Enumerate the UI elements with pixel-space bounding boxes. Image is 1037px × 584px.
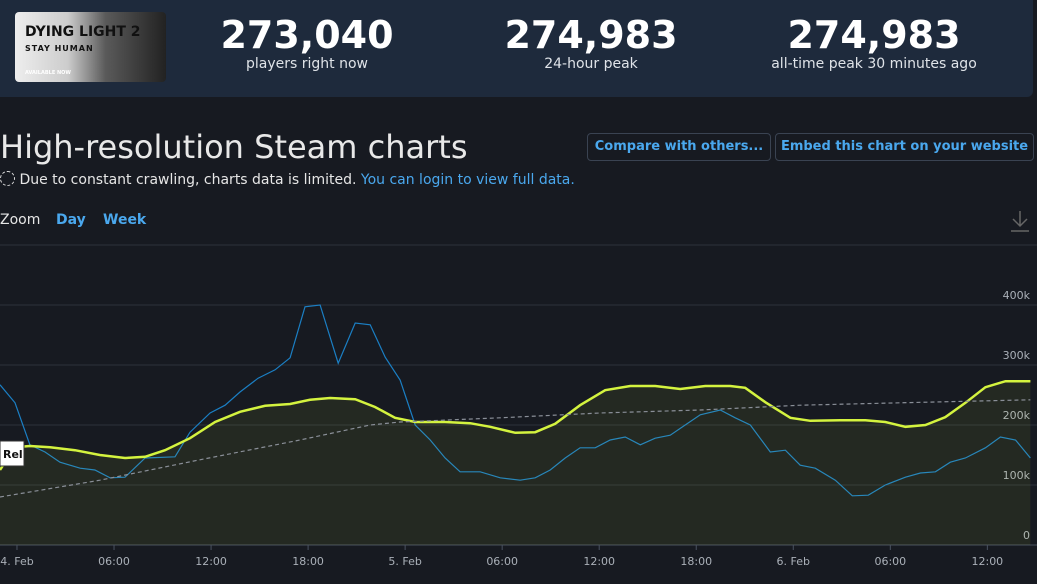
x-tick-label: 06:00 bbox=[98, 555, 130, 568]
stat-value: 274,983 bbox=[787, 13, 961, 57]
x-tick-label: 12:00 bbox=[971, 555, 1003, 568]
stat-label: all-time peak 30 minutes ago bbox=[771, 56, 977, 72]
header: DYING LIGHT 2 STAY HUMAN AVAILABLE NOW 2… bbox=[0, 0, 1033, 97]
stat: 274,983 all-time peak 30 minutes ago bbox=[744, 14, 1004, 72]
y-tick-label: 200k bbox=[1003, 409, 1031, 422]
stat: 274,983 24-hour peak bbox=[461, 14, 721, 72]
series-line bbox=[0, 379, 1031, 471]
login-link[interactable]: You can login to view full data. bbox=[360, 172, 575, 188]
y-tick-label: 100k bbox=[1003, 469, 1031, 482]
logo-text: AVAILABLE NOW bbox=[25, 70, 71, 76]
compare-button[interactable]: Compare with others... bbox=[587, 133, 771, 161]
zoom-option[interactable]: Day bbox=[56, 212, 86, 228]
x-tick-label: 18:00 bbox=[292, 555, 324, 568]
logo-text: STAY HUMAN bbox=[25, 44, 94, 53]
embed-button[interactable]: Embed this chart on your website bbox=[775, 133, 1034, 161]
x-tick-label: 4. Feb bbox=[0, 555, 33, 568]
x-tick-label: 12:00 bbox=[195, 555, 227, 568]
notice-text: Due to constant crawling, charts data is… bbox=[19, 172, 357, 188]
stat: 273,040 players right now bbox=[177, 14, 437, 72]
series-line bbox=[0, 304, 1031, 497]
x-tick-label: 6. Feb bbox=[777, 555, 810, 568]
x-tick-label: 12:00 bbox=[583, 555, 615, 568]
series-line bbox=[0, 399, 1031, 498]
stat-value: 274,983 bbox=[504, 13, 678, 57]
x-tick-label: 5. Feb bbox=[388, 555, 421, 568]
notice: Due to constant crawling, charts data is… bbox=[0, 171, 575, 188]
annotation-text: Rel bbox=[3, 448, 23, 461]
stat-value: 273,040 bbox=[220, 13, 394, 57]
stat-label: players right now bbox=[246, 56, 368, 72]
zoom-label: Zoom bbox=[0, 212, 41, 228]
x-tick-label: 18:00 bbox=[680, 555, 712, 568]
x-tick-label: 06:00 bbox=[486, 555, 518, 568]
y-tick-label: 0 bbox=[1023, 529, 1030, 542]
annotation-box bbox=[0, 440, 25, 467]
annotation: Rel bbox=[0, 440, 25, 467]
y-tick-label: 300k bbox=[1003, 349, 1031, 362]
game-logo[interactable]: DYING LIGHT 2 STAY HUMAN AVAILABLE NOW bbox=[15, 12, 166, 82]
stat-label: 24-hour peak bbox=[544, 56, 638, 72]
x-tick-label: 06:00 bbox=[874, 555, 906, 568]
area bbox=[0, 381, 1031, 545]
zoom-option[interactable]: Week bbox=[103, 212, 147, 228]
page-title: High-resolution Steam charts bbox=[0, 128, 468, 166]
logo-text: DYING LIGHT 2 bbox=[25, 24, 141, 40]
y-tick-label: 400k bbox=[1003, 289, 1031, 302]
download-icon[interactable] bbox=[1011, 211, 1029, 232]
